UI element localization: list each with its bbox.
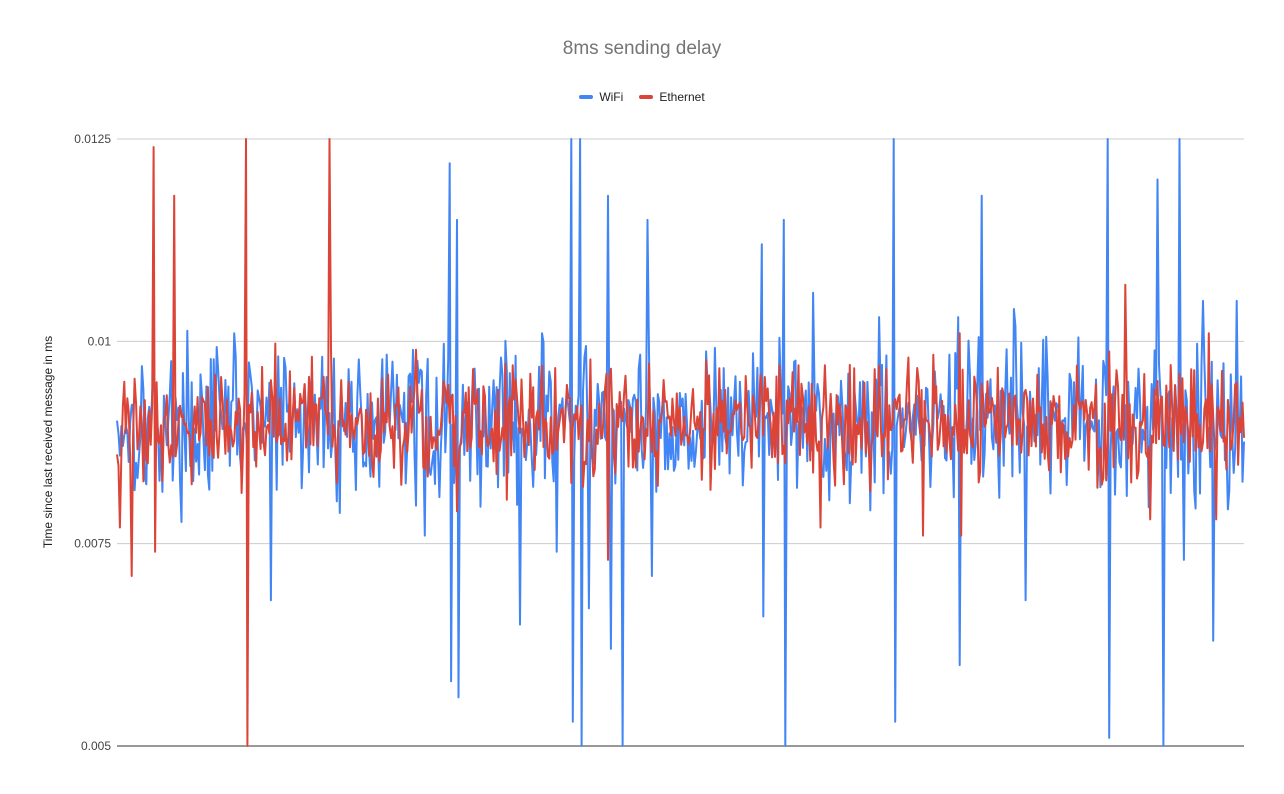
legend-label-wifi: WiFi: [599, 90, 624, 104]
y-axis-title: Time since last received message in ms: [41, 336, 55, 548]
legend-item-ethernet[interactable]: Ethernet: [639, 90, 705, 104]
legend-swatch-ethernet: [639, 95, 654, 99]
y-tick-label: 0.0125: [74, 132, 111, 146]
chart-title: 8ms sending delay: [562, 38, 722, 59]
y-tick-label: 0.01: [88, 334, 112, 348]
y-axis-ticks: 0.005 0.0075 0.01 0.0125: [74, 132, 111, 753]
legend-label-ethernet: Ethernet: [659, 90, 705, 104]
gridlines: [117, 138, 1244, 747]
legend: WiFi Ethernet: [0, 90, 1284, 104]
legend-swatch-wifi: [579, 95, 594, 99]
legend-item-wifi[interactable]: WiFi: [579, 90, 623, 104]
series-line-ethernet[interactable]: [116, 138, 1245, 747]
y-tick-label: 0.0075: [74, 537, 111, 551]
series-lines: [116, 138, 1245, 747]
y-tick-label: 0.005: [81, 739, 111, 753]
